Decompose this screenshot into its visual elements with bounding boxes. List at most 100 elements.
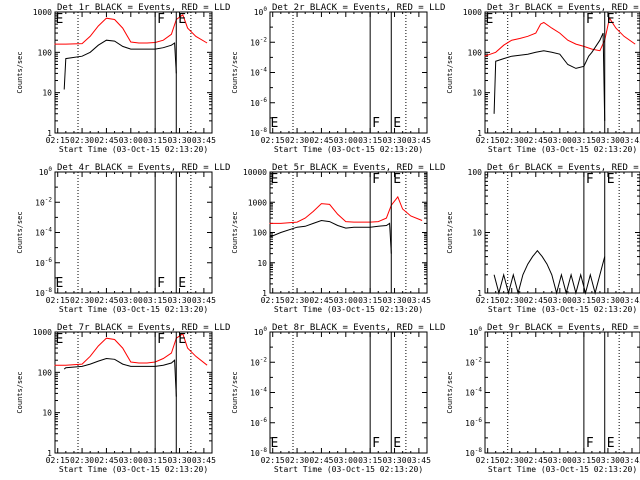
- plot-frame: [269, 331, 428, 454]
- x-tick-label: 03:30: [596, 456, 620, 465]
- x-tick-label: 03:30: [382, 296, 406, 305]
- marker-letter: E: [485, 12, 493, 27]
- y-tick-label: 1000: [33, 328, 52, 337]
- marker-letter: F: [157, 332, 165, 347]
- x-axis-label: Start Time (03-Oct-15 02:13:20): [59, 465, 208, 474]
- x-tick-label: 03:30: [596, 296, 620, 305]
- events-series-line: [493, 32, 606, 121]
- marker-letter: E: [393, 172, 401, 187]
- y-tick-label: 1: [47, 449, 52, 458]
- marker-letter: F: [586, 12, 594, 27]
- panel-title: Det 3r BLACK = Events, RED = LLD: [487, 3, 640, 13]
- y-tick-label: 10-6: [35, 257, 52, 268]
- y-tick-label: 10-4: [35, 227, 52, 238]
- y-tick-label: 1000: [463, 8, 482, 17]
- plot-frame: [484, 171, 640, 294]
- y-tick-label: 10-8: [465, 447, 482, 458]
- lld-series-line: [54, 14, 208, 45]
- x-axis-label: Start Time (03-Oct-15 02:13:20): [274, 465, 423, 474]
- x-tick-label: 02:30: [500, 136, 524, 145]
- x-axis-label: Start Time (03-Oct-15 02:13:20): [59, 305, 208, 314]
- plot-frame: [54, 11, 213, 134]
- lld-series-line: [269, 195, 423, 224]
- x-tick-label: 02:15: [476, 136, 500, 145]
- y-axis-label: Counts/sec: [446, 371, 454, 413]
- y-tick-label: 100: [469, 326, 483, 337]
- panel-det-4: Det 4r BLACK = Events, RED = LLD 10-8 10-6…: [16, 163, 230, 314]
- plot-frame: [269, 171, 428, 294]
- x-tick-label: 03:15: [358, 136, 382, 145]
- x-tick-label: 03:45: [192, 136, 216, 145]
- x-tick-label: 02:45: [309, 136, 333, 145]
- x-axis-label: Start Time (03-Oct-15 02:13:20): [274, 305, 423, 314]
- y-tick-label: 10-4: [465, 387, 482, 398]
- x-tick-label: 02:30: [285, 136, 309, 145]
- y-tick-label: 10-6: [250, 417, 267, 428]
- panel-title: Det 5r BLACK = Events, RED = LLD: [272, 163, 445, 173]
- panel-det-6: Det 6r BLACK = Events, RED = LLD 1 10 100 02…: [446, 163, 640, 314]
- x-tick-label: 03:45: [620, 296, 640, 305]
- panel-title: Det 8r BLACK = Events, RED = LLD: [272, 323, 445, 333]
- marker-letter: E: [270, 436, 278, 451]
- events-series-line: [493, 249, 606, 295]
- x-tick-label: 02:15: [476, 296, 500, 305]
- marker-letter: E: [607, 436, 615, 451]
- y-tick-label: 10-2: [465, 356, 482, 367]
- marker-letter: E: [270, 116, 278, 131]
- x-tick-label: 02:45: [94, 296, 118, 305]
- lld-series-line: [484, 16, 636, 57]
- panel-det-8: Det 8r BLACK = Events, RED = LLD 10-8 10-6…: [231, 323, 445, 474]
- x-tick-label: 03:15: [143, 296, 167, 305]
- marker-letter: F: [372, 436, 380, 451]
- x-tick-label: 02:30: [500, 456, 524, 465]
- x-tick-label: 03:45: [407, 456, 431, 465]
- marker-letter: E: [393, 436, 401, 451]
- y-tick-label: 100: [468, 48, 483, 57]
- marker-letter: F: [586, 172, 594, 187]
- plot-frame: [484, 331, 640, 454]
- panel-title: Det 7r BLACK = Events, RED = LLD: [57, 323, 230, 333]
- x-axis-label: Start Time (03-Oct-15 02:13:20): [59, 145, 208, 154]
- x-tick-label: 03:15: [572, 136, 596, 145]
- x-tick-label: 03:45: [407, 136, 431, 145]
- x-tick-label: 03:30: [167, 456, 191, 465]
- x-tick-label: 03:30: [382, 456, 406, 465]
- x-tick-label: 02:15: [261, 296, 285, 305]
- marker-letter: E: [178, 276, 186, 291]
- y-tick-label: 10-2: [250, 36, 267, 47]
- y-tick-label: 10-8: [250, 447, 267, 458]
- x-tick-label: 02:15: [261, 456, 285, 465]
- x-tick-label: 03:15: [572, 296, 596, 305]
- x-tick-label: 03:00: [548, 296, 572, 305]
- y-tick-label: 10: [42, 409, 52, 418]
- panel-det-7: Det 7r BLACK = Events, RED = LLD 1 10 100 10…: [16, 323, 230, 474]
- events-series-line: [63, 357, 177, 397]
- y-axis-label: Counts/sec: [231, 371, 239, 413]
- panel-title: Det 4r BLACK = Events, RED = LLD: [57, 163, 230, 173]
- x-axis-label: Start Time (03-Oct-15 02:13:20): [488, 465, 637, 474]
- x-tick-label: 03:15: [143, 136, 167, 145]
- x-tick-label: 03:45: [407, 296, 431, 305]
- y-tick-label: 10-6: [465, 417, 482, 428]
- y-tick-label: 1: [477, 129, 482, 138]
- plot-frame: [54, 171, 213, 294]
- marker-letter: E: [393, 116, 401, 131]
- panel-title: Det 2r BLACK = Events, RED = LLD: [272, 3, 445, 13]
- x-tick-label: 03:00: [119, 296, 143, 305]
- y-tick-label: 10: [257, 259, 267, 268]
- events-series-line: [269, 219, 392, 254]
- y-tick-label: 10-4: [250, 67, 267, 78]
- x-tick-label: 03:30: [167, 136, 191, 145]
- x-tick-label: 02:30: [70, 456, 94, 465]
- x-tick-label: 03:45: [192, 456, 216, 465]
- panel-title: Det 9r BLACK = Events, RED = LLD: [487, 323, 640, 333]
- panel-det-3: Det 3r BLACK = Events, RED = LLD 1 10 100 10…: [446, 3, 640, 154]
- y-tick-label: 1000: [33, 8, 52, 17]
- x-axis-label: Start Time (03-Oct-15 02:13:20): [274, 145, 423, 154]
- x-tick-label: 03:30: [596, 136, 620, 145]
- marker-letter: E: [607, 172, 615, 187]
- y-axis-label: Counts/sec: [231, 211, 239, 253]
- x-tick-label: 02:45: [524, 296, 548, 305]
- x-tick-label: 02:45: [309, 456, 333, 465]
- x-tick-label: 03:00: [548, 136, 572, 145]
